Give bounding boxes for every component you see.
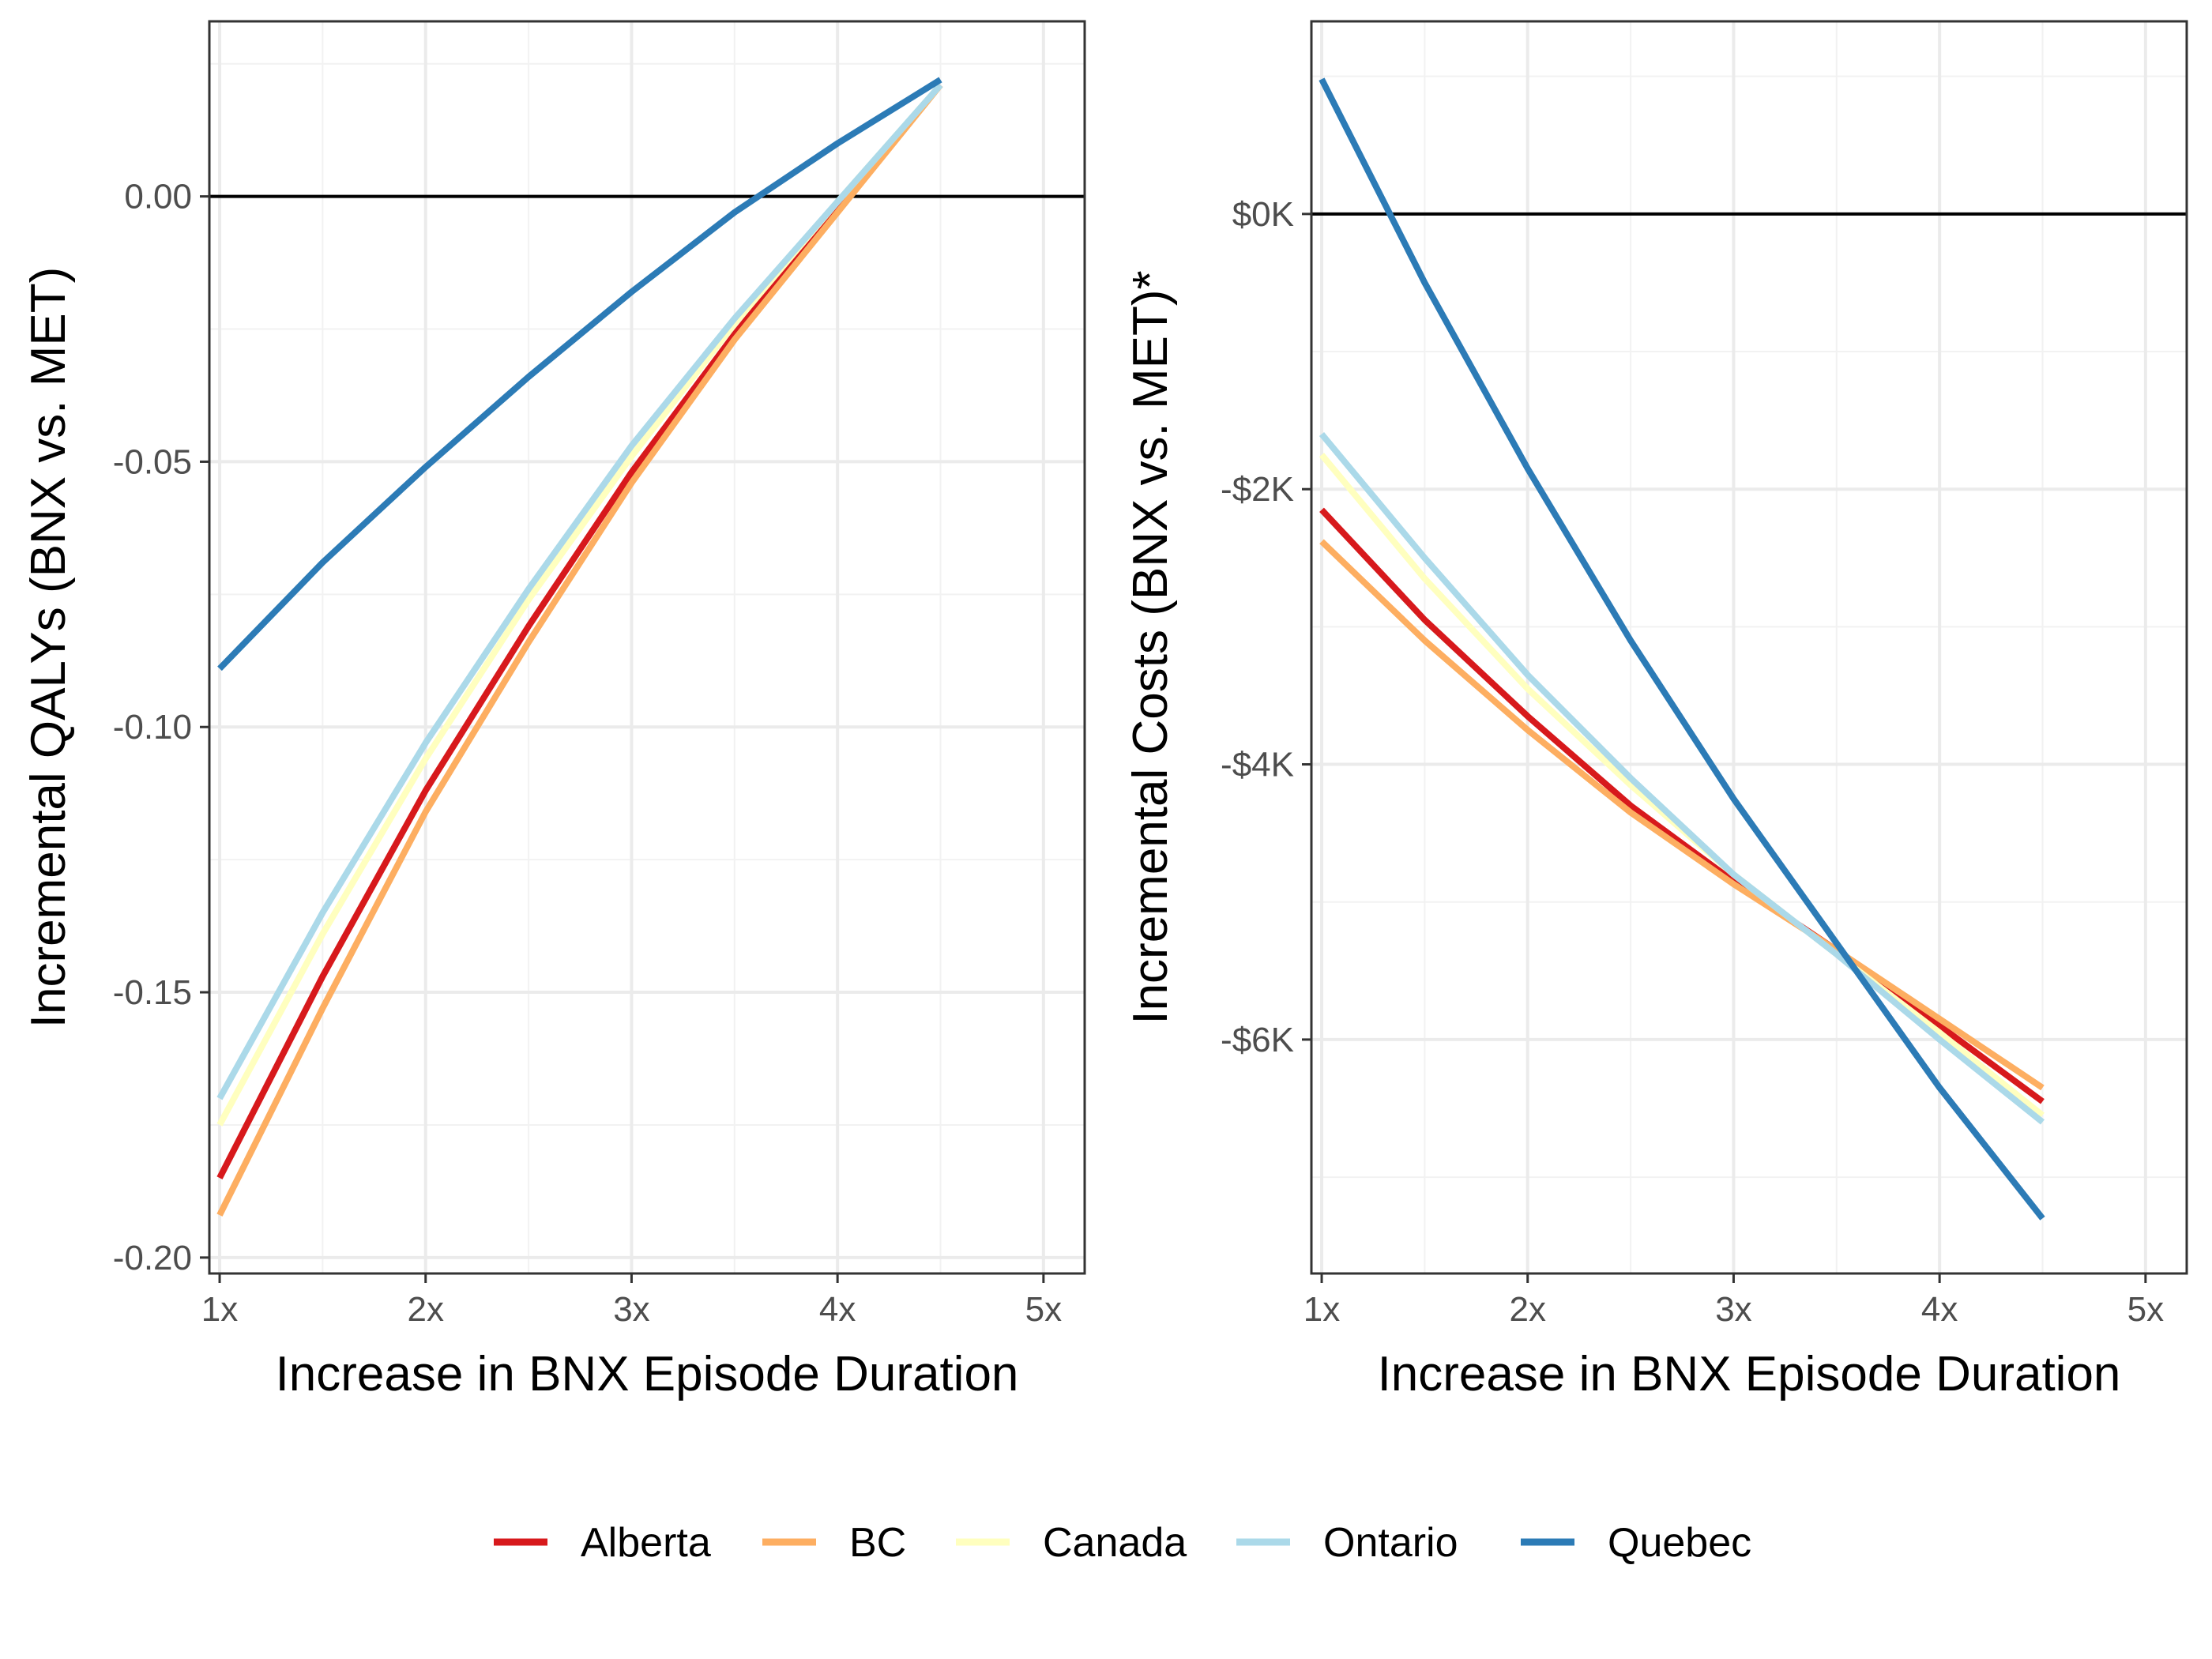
qaly-y-tick-label: -0.10 [113,708,192,747]
cost-x-tick-label: 3x [1715,1290,1751,1329]
cost-series-line-ontario [1319,431,2045,1125]
cost-minor-grid [1311,21,2187,1273]
legend-label-bc: BC [849,1520,906,1566]
qaly-series-line-alberta [216,83,943,1179]
qaly-y-tick-label: -0.05 [113,442,192,481]
cost-x-tick-label: 5x [2127,1290,2164,1329]
cost-plot-area [1311,21,2187,1273]
qaly-y-tick-label: -0.20 [113,1239,192,1277]
legend-label-ontario: Ontario [1323,1520,1458,1566]
cost-panel: 1x 2x 3x 4x 5x -$6K -$4K -$2K $0K Increase in BNX… [1123,20,2188,1401]
cost-x-tick-label: 1x [1304,1290,1340,1329]
qaly-x-axis-title: Increase in BNX Episode Duration [276,1347,1019,1401]
qaly-y-tick-label: 0.00 [124,178,192,216]
qaly-x-tick-label: 4x [819,1290,856,1329]
cost-y-tick-label: -$6K [1221,1021,1294,1059]
legend-item-quebec: Quebec [1521,1520,1751,1566]
qaly-x-tick-label: 1x [201,1290,238,1329]
cost-y-tick-label: -$2K [1221,470,1294,509]
qaly-series-line-bc [216,83,943,1217]
qaly-y-axis-title: Incremental QALYs (BNX vs. MET) [21,267,76,1029]
cost-y-tick-label: -$4K [1221,746,1294,784]
qaly-series-line-ontario [216,82,943,1100]
qaly-x-tick-label: 3x [613,1290,649,1329]
cost-x-axis-title: Increase in BNX Episode Duration [1378,1347,2121,1401]
cost-x-tick-label: 2x [1509,1290,1545,1329]
cost-series-line-quebec [1319,77,2045,1221]
qaly-plot-area [209,21,1085,1273]
qaly-x-tick-label: 2x [407,1290,443,1329]
cost-y-tick-label: $0K [1232,195,1294,234]
legend-item-bc: BC [762,1520,906,1566]
legend-item-ontario: Ontario [1236,1520,1458,1566]
qaly-y-tick-label: -0.15 [113,973,192,1012]
legend: Alberta BC Canada Ontario Quebec [494,1520,1751,1566]
legend-label-quebec: Quebec [1608,1520,1751,1566]
legend-label-canada: Canada [1043,1520,1187,1566]
cost-series-line-bc [1319,539,2045,1091]
qaly-series [216,77,943,1217]
qaly-x-tick-label: 5x [1025,1290,1062,1329]
cost-series-line-alberta [1319,507,2045,1104]
legend-label-alberta: Alberta [581,1520,711,1566]
cost-panel-border [1310,20,2188,1275]
cost-series [1319,77,2045,1221]
qaly-panel: 1x 2x 3x 4x 5x -0.20 -0.15 -0.10 -0.05 0.00 Increa… [21,20,1086,1401]
cost-y-axis-title: Incremental Costs (BNX vs. MET)* [1123,270,1178,1024]
qaly-panel-border [208,20,1086,1275]
cost-x-tick-label: 4x [1921,1290,1958,1329]
qaly-series-line-quebec [217,77,942,672]
legend-item-alberta: Alberta [494,1520,711,1566]
legend-item-canada: Canada [956,1520,1187,1566]
